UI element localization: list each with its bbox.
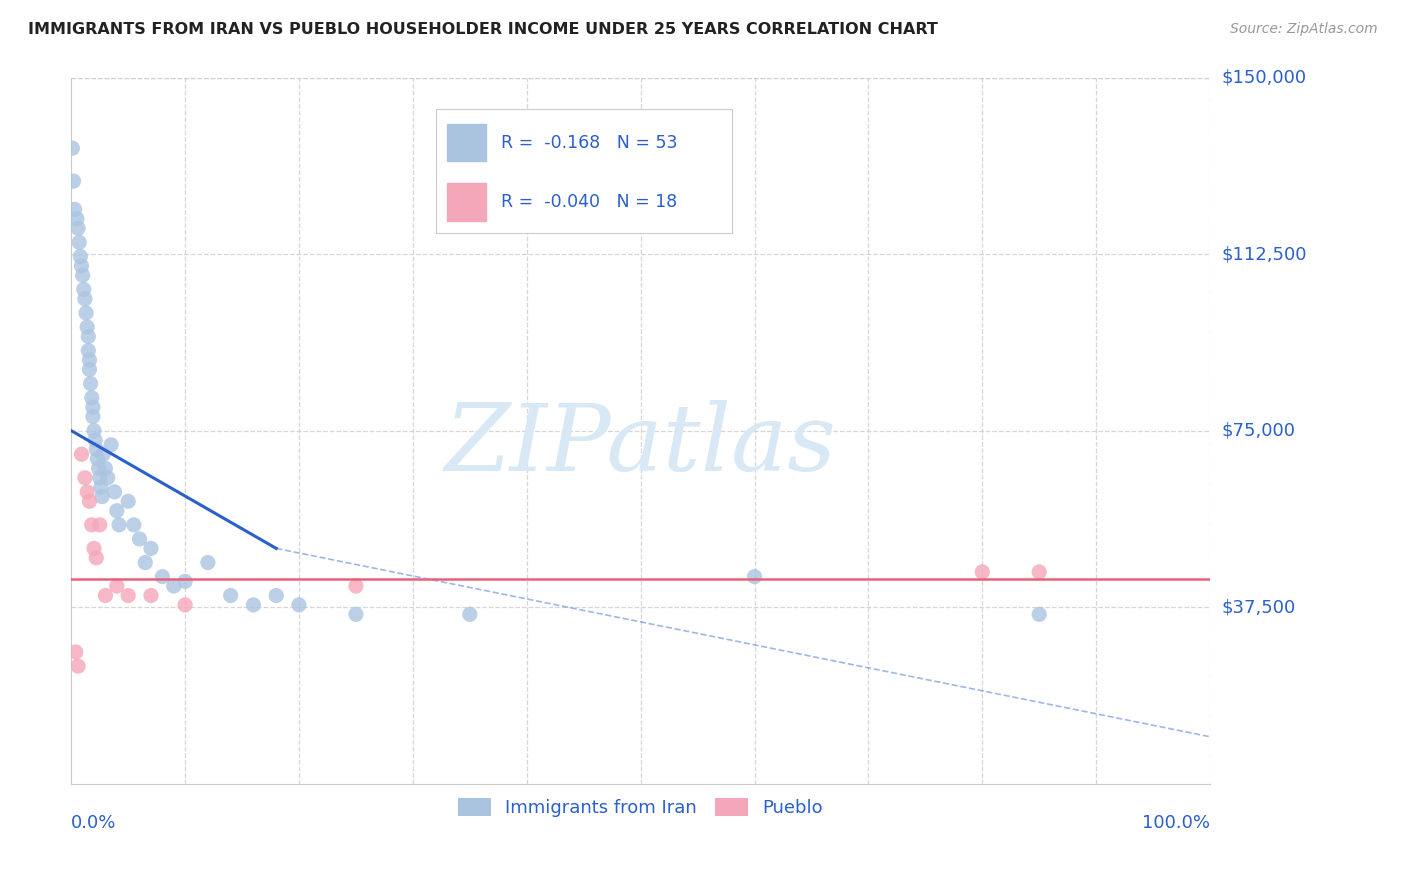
Point <box>90 480 112 494</box>
Point <box>79 362 101 376</box>
Point <box>82 409 104 424</box>
Point <box>67 659 90 673</box>
Point <box>344 607 367 622</box>
Point <box>73 282 96 296</box>
Point <box>163 579 186 593</box>
Point <box>79 494 101 508</box>
Point <box>219 589 242 603</box>
Point <box>73 471 96 485</box>
Point <box>75 306 97 320</box>
Point <box>87 461 110 475</box>
Point <box>1028 607 1050 622</box>
Point <box>117 494 139 508</box>
Point <box>100 438 122 452</box>
Point <box>94 589 117 603</box>
Point <box>122 517 145 532</box>
Point <box>84 433 107 447</box>
Point <box>972 565 994 579</box>
Point <box>264 589 287 603</box>
Point <box>89 471 111 485</box>
Point <box>97 471 120 485</box>
Point <box>79 376 101 391</box>
Point <box>83 424 105 438</box>
Point <box>139 589 162 603</box>
Point <box>139 541 162 556</box>
Point <box>62 174 84 188</box>
Point <box>89 517 111 532</box>
Point <box>60 141 83 155</box>
Text: IMMIGRANTS FROM IRAN VS PUEBLO HOUSEHOLDER INCOME UNDER 25 YEARS CORRELATION CHA: IMMIGRANTS FROM IRAN VS PUEBLO HOUSEHOLD… <box>28 22 938 37</box>
Point <box>242 598 264 612</box>
Point <box>77 343 100 358</box>
Point <box>86 452 108 467</box>
Legend: Immigrants from Iran, Pueblo: Immigrants from Iran, Pueblo <box>451 790 830 824</box>
Point <box>80 517 103 532</box>
Text: $150,000: $150,000 <box>1222 69 1306 87</box>
Point <box>91 490 114 504</box>
Point <box>1028 565 1050 579</box>
Point <box>134 556 156 570</box>
Text: $37,500: $37,500 <box>1222 599 1295 616</box>
Point <box>744 569 766 583</box>
Point <box>288 598 311 612</box>
Point <box>105 504 128 518</box>
Point <box>76 320 98 334</box>
Point <box>344 579 367 593</box>
Point <box>84 442 107 457</box>
Point <box>94 461 117 475</box>
Point <box>65 645 87 659</box>
Point <box>70 447 93 461</box>
Point <box>63 202 86 217</box>
Text: 0.0%: 0.0% <box>72 814 117 832</box>
Text: ZIPatlas: ZIPatlas <box>444 400 837 490</box>
Point <box>70 259 93 273</box>
Point <box>458 607 481 622</box>
Text: 100.0%: 100.0% <box>1142 814 1211 832</box>
Point <box>79 353 101 368</box>
Point <box>174 574 197 589</box>
Point <box>84 550 107 565</box>
Point <box>69 250 91 264</box>
Point <box>91 447 114 461</box>
Point <box>197 556 219 570</box>
Point <box>82 400 104 414</box>
Point <box>83 541 105 556</box>
Point <box>73 292 96 306</box>
Point <box>67 221 90 235</box>
Point <box>117 589 139 603</box>
Point <box>72 268 94 283</box>
Text: $112,500: $112,500 <box>1222 245 1306 263</box>
Point <box>105 579 128 593</box>
Text: Source: ZipAtlas.com: Source: ZipAtlas.com <box>1230 22 1378 37</box>
Point <box>108 517 131 532</box>
Point <box>174 598 197 612</box>
Point <box>128 532 150 546</box>
Point <box>67 235 90 250</box>
Point <box>103 484 125 499</box>
Point <box>66 211 89 226</box>
Point <box>80 391 103 405</box>
Point <box>150 569 173 583</box>
Point <box>76 484 98 499</box>
Point <box>77 329 100 343</box>
Text: $75,000: $75,000 <box>1222 422 1295 440</box>
